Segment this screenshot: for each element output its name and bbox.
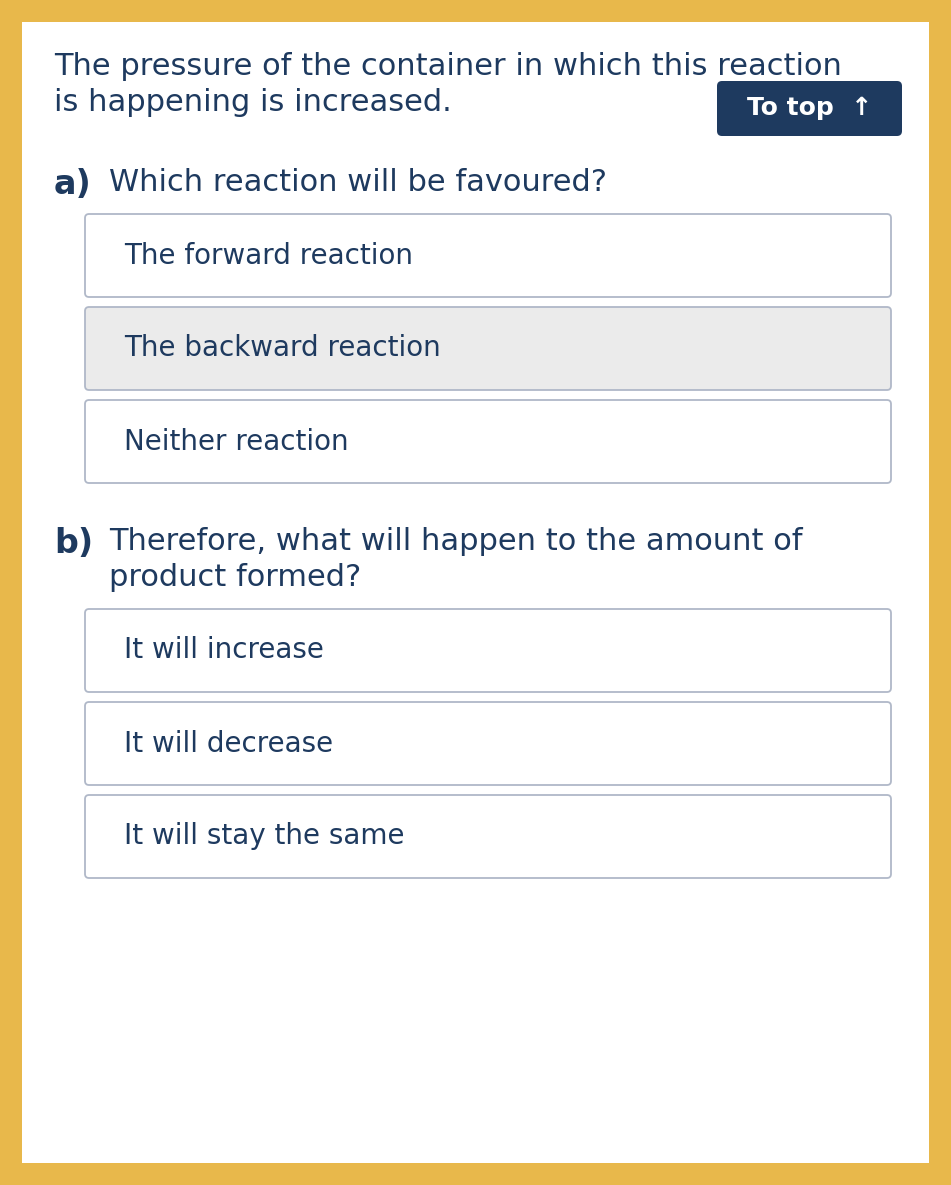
Text: The backward reaction: The backward reaction	[124, 334, 440, 363]
FancyBboxPatch shape	[717, 81, 902, 136]
Text: Neither reaction: Neither reaction	[124, 428, 349, 455]
FancyBboxPatch shape	[85, 214, 891, 297]
Text: is happening is increased.: is happening is increased.	[54, 88, 452, 117]
FancyBboxPatch shape	[85, 401, 891, 483]
FancyBboxPatch shape	[85, 795, 891, 878]
Text: It will stay the same: It will stay the same	[124, 822, 404, 851]
FancyBboxPatch shape	[85, 307, 891, 390]
Text: The pressure of the container in which this reaction: The pressure of the container in which t…	[54, 52, 842, 81]
Text: To top  ↑: To top ↑	[747, 96, 872, 121]
Text: Therefore, what will happen to the amount of: Therefore, what will happen to the amoun…	[109, 527, 803, 556]
Text: It will decrease: It will decrease	[124, 730, 333, 757]
Text: product formed?: product formed?	[109, 563, 361, 592]
Text: The forward reaction: The forward reaction	[124, 242, 413, 269]
Text: b): b)	[54, 527, 93, 561]
Text: Which reaction will be favoured?: Which reaction will be favoured?	[109, 168, 607, 197]
FancyBboxPatch shape	[85, 702, 891, 784]
Text: a): a)	[54, 168, 91, 201]
Text: It will increase: It will increase	[124, 636, 324, 665]
FancyBboxPatch shape	[85, 609, 891, 692]
